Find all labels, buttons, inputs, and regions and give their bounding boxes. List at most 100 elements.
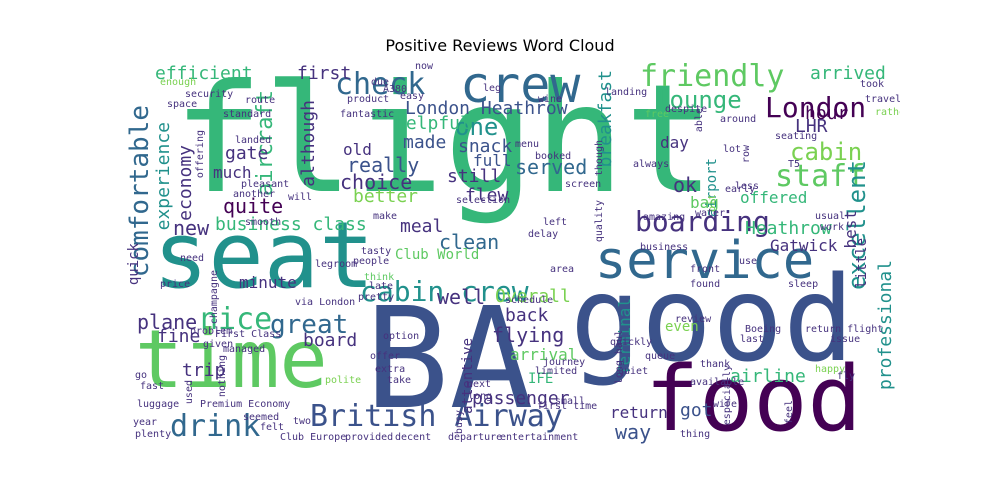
word-crew: crew <box>460 60 581 114</box>
word-year: year <box>133 417 158 428</box>
word-route: route <box>245 95 276 106</box>
word-t5: T5 <box>788 159 801 170</box>
word-fast: fast <box>140 381 165 392</box>
word-busy: busy <box>454 410 465 435</box>
word-pretty: pretty <box>358 292 395 303</box>
word-back: back <box>505 305 549 326</box>
word-first-class: First Class <box>215 329 282 340</box>
word-review: review <box>675 314 712 325</box>
word-found: found <box>690 279 721 290</box>
word-managed: managed <box>223 344 266 355</box>
word-landing: landing <box>605 87 648 98</box>
word-took: took <box>860 79 885 90</box>
word-standard: standard <box>223 109 272 120</box>
word-well: well <box>437 285 486 309</box>
word-staff: staff <box>775 159 866 194</box>
word-people: people <box>353 256 390 267</box>
word-left: left <box>543 217 568 228</box>
word-efficient: efficient <box>155 63 253 84</box>
word-menu: menu <box>515 139 540 150</box>
word-great: great <box>270 310 349 340</box>
word-schedule: schedule <box>505 295 554 306</box>
word-quiet: quiet <box>618 366 649 377</box>
word-service: service <box>595 231 815 291</box>
word-though: though <box>594 140 605 177</box>
word-delay: delay <box>528 229 559 240</box>
word-premium-economy: Premium Economy <box>200 399 291 410</box>
word-little: little <box>854 238 870 289</box>
word-usual: usual <box>815 211 846 222</box>
word-passenger: passenger <box>472 388 570 409</box>
word-provided: provided <box>345 432 394 443</box>
word-first-time: first time <box>537 401 598 412</box>
word-although: although <box>298 100 319 187</box>
word-club-world: Club World <box>395 247 480 263</box>
word-long: long <box>468 391 493 402</box>
word-fine: fine <box>157 326 201 347</box>
word-area: area <box>550 264 575 275</box>
word-wine: wine <box>538 94 563 105</box>
word-need: need <box>180 253 205 264</box>
word-cloud: flight seat good BA food time crew service Briti… <box>125 60 900 450</box>
word-good: good <box>570 250 855 388</box>
word-quick: quick <box>126 243 142 286</box>
word-airline: airline <box>730 366 806 387</box>
word-quite: quite <box>223 194 284 218</box>
word-screen: screen <box>565 179 602 190</box>
word-choice: choice <box>340 170 413 194</box>
word-pleasant: pleasant <box>241 179 290 190</box>
word-limited: limited <box>535 366 578 377</box>
word-flew: flew <box>465 185 509 206</box>
word-food: food <box>645 347 862 450</box>
word-arrived: arrived <box>810 63 886 84</box>
word-security: security <box>185 89 234 100</box>
word-heathrow: Heathrow <box>745 218 832 239</box>
word-front: front <box>690 264 721 275</box>
word-quality: quality <box>594 200 605 243</box>
word-business: business <box>640 242 689 253</box>
word-day: day <box>660 133 689 152</box>
word-return-flight: return flight <box>805 324 884 335</box>
word-used: used <box>184 380 195 405</box>
word-landed: landed <box>235 135 272 146</box>
word-given: given <box>203 339 234 350</box>
word-old: old <box>343 140 372 159</box>
word-available: available <box>690 377 745 388</box>
word-despite: despite <box>665 104 708 115</box>
word-enough: enough <box>160 77 197 88</box>
word-ife: IFE <box>528 371 554 387</box>
word-quickly: quickly <box>610 337 653 348</box>
word-board: board <box>303 330 358 351</box>
word-club-europe: Club Europe <box>280 432 347 443</box>
word-selection: selection <box>456 195 511 206</box>
word-another: another <box>233 189 276 200</box>
word-ok: ok <box>673 173 698 197</box>
word-thing: thing <box>680 429 711 440</box>
word-now: now <box>415 61 434 72</box>
word-snack: snack <box>458 136 513 157</box>
word-will: will <box>288 192 313 203</box>
word-economy: economy <box>175 145 196 221</box>
chart-title: Positive Reviews Word Cloud <box>385 36 615 55</box>
word-amazing: amazing <box>643 212 686 223</box>
word-especially: especially <box>722 365 733 426</box>
word-lot: lot <box>723 144 742 155</box>
word-british-airway: British Airway <box>310 399 563 434</box>
word-nothing: nothing <box>217 355 228 398</box>
word-thank: thank <box>700 359 731 370</box>
word-ba: BA <box>365 278 534 441</box>
word-still: still <box>447 166 502 187</box>
word-smooth: smooth <box>245 217 282 228</box>
word-seat: seat <box>153 202 375 309</box>
word-booked: booked <box>535 151 572 162</box>
word-small: small <box>555 396 586 407</box>
word-less: less <box>735 181 760 192</box>
word-gatwick: Gatwick <box>770 236 838 255</box>
word-way: way <box>615 420 652 444</box>
word-seemed: seemed <box>243 412 280 423</box>
word-around: around <box>720 114 757 125</box>
word-via-london: via London <box>295 297 356 308</box>
word-problem: problem <box>190 326 233 337</box>
word-two: two <box>293 416 312 427</box>
word-bag: bag <box>690 193 719 212</box>
